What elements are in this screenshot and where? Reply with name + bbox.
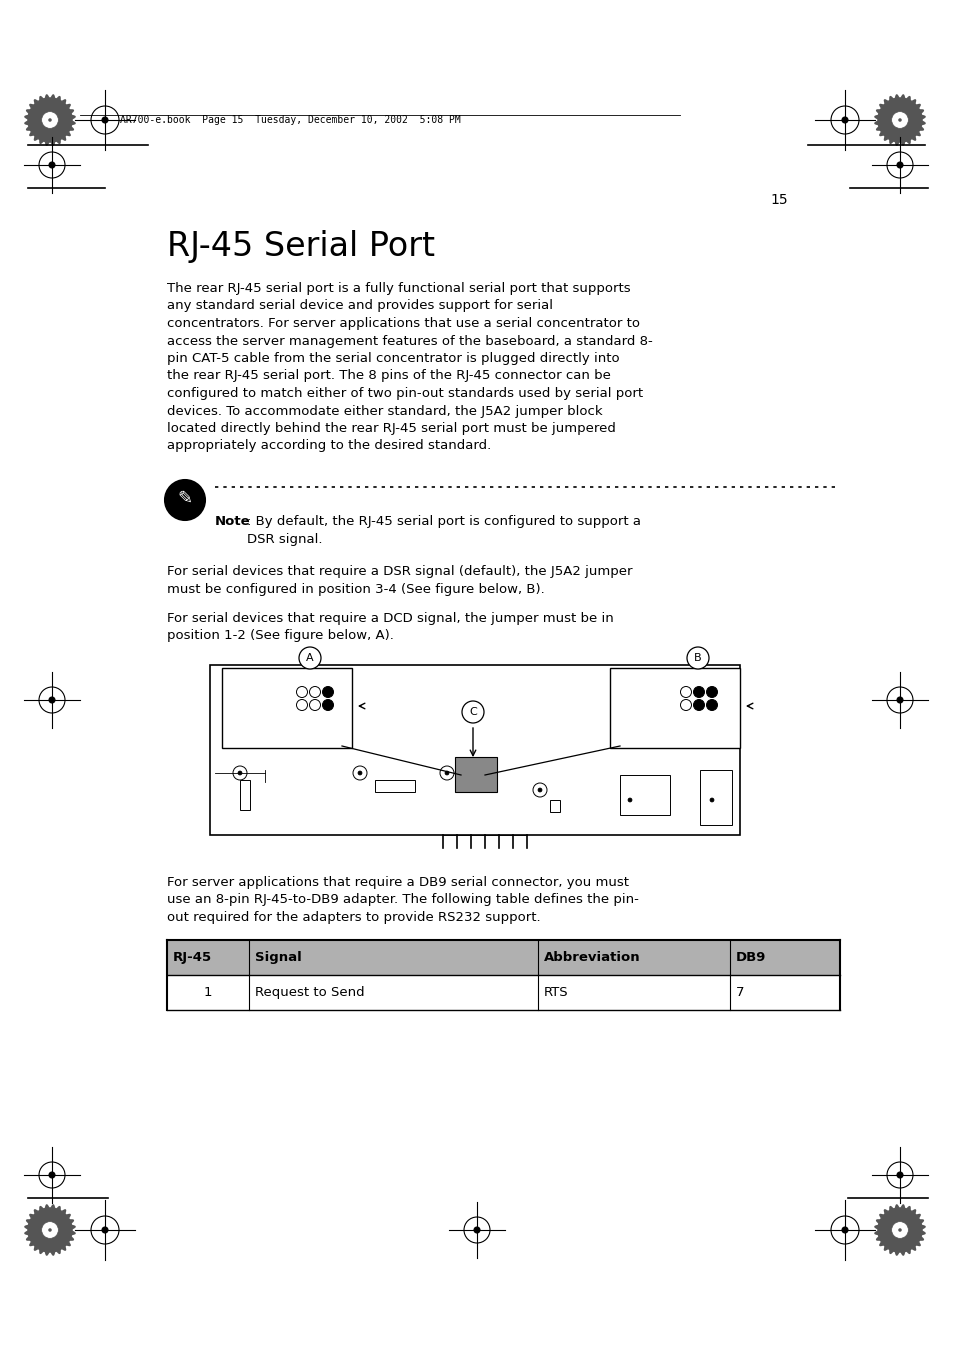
Text: A: A <box>306 653 314 663</box>
Circle shape <box>49 1228 51 1232</box>
Circle shape <box>102 118 108 123</box>
Circle shape <box>322 700 334 711</box>
Bar <box>167 940 839 975</box>
Circle shape <box>49 162 55 168</box>
Text: 5: 5 <box>700 676 706 684</box>
Circle shape <box>679 700 691 711</box>
Polygon shape <box>25 95 75 145</box>
Circle shape <box>693 700 703 711</box>
Bar <box>550 800 559 812</box>
Text: Request to Send: Request to Send <box>255 986 365 998</box>
Text: 15: 15 <box>769 193 787 207</box>
Circle shape <box>891 112 907 128</box>
Circle shape <box>444 771 449 775</box>
Text: 2: 2 <box>709 713 714 721</box>
Text: B: B <box>694 653 701 663</box>
Circle shape <box>322 686 334 697</box>
Circle shape <box>49 697 55 703</box>
Text: DCD-DTR to Pin #7: DCD-DTR to Pin #7 <box>226 698 302 708</box>
Circle shape <box>679 686 691 697</box>
Polygon shape <box>874 1205 924 1255</box>
Text: 2: 2 <box>325 713 331 721</box>
Text: Note: Note <box>214 515 251 528</box>
Text: Abbreviation: Abbreviation <box>543 951 639 965</box>
Text: For serial devices that require a DSR signal (default), the J5A2 jumper
must be : For serial devices that require a DSR si… <box>167 565 632 596</box>
Circle shape <box>891 1221 907 1239</box>
Text: ✎: ✎ <box>177 490 193 508</box>
Circle shape <box>309 700 320 711</box>
Text: DB9: DB9 <box>735 951 765 965</box>
Circle shape <box>296 700 307 711</box>
Circle shape <box>841 118 847 123</box>
Text: 6: 6 <box>299 713 304 721</box>
Circle shape <box>896 697 902 703</box>
Text: RJ-45 Serial Port: RJ-45 Serial Port <box>167 230 435 263</box>
Circle shape <box>461 701 483 723</box>
Circle shape <box>709 798 713 802</box>
Circle shape <box>102 1227 108 1233</box>
Circle shape <box>237 771 242 775</box>
Circle shape <box>896 1173 902 1178</box>
Bar <box>210 665 740 835</box>
Text: DSR-DTR to Pin #7: DSR-DTR to Pin #7 <box>614 698 688 708</box>
Bar <box>222 667 352 748</box>
Bar <box>240 780 250 811</box>
Text: 5: 5 <box>314 676 320 684</box>
Text: RTS: RTS <box>543 986 568 998</box>
Text: Signal: Signal <box>255 951 302 965</box>
Text: 7: 7 <box>735 986 743 998</box>
Circle shape <box>537 788 541 792</box>
Bar <box>700 770 731 825</box>
Circle shape <box>693 686 703 697</box>
Circle shape <box>49 119 51 122</box>
Text: AR700-e.book  Page 15  Tuesday, December 10, 2002  5:08 PM: AR700-e.book Page 15 Tuesday, December 1… <box>120 115 460 126</box>
Circle shape <box>898 1228 901 1232</box>
Polygon shape <box>874 95 924 145</box>
Circle shape <box>49 1173 55 1178</box>
Bar <box>609 667 740 748</box>
Text: C: C <box>469 707 476 717</box>
Circle shape <box>357 771 361 775</box>
Circle shape <box>298 647 320 669</box>
Circle shape <box>627 798 631 802</box>
Text: 6: 6 <box>682 713 688 721</box>
Circle shape <box>896 162 902 168</box>
Text: RJ-45: RJ-45 <box>172 951 212 965</box>
Bar <box>619 775 669 815</box>
Circle shape <box>841 1227 847 1233</box>
Text: For serial devices that require a DCD signal, the jumper must be in
position 1-2: For serial devices that require a DCD si… <box>167 612 613 643</box>
Text: The rear RJ-45 serial port is a fully functional serial port that supports
any s: The rear RJ-45 serial port is a fully fu… <box>167 282 652 453</box>
Circle shape <box>898 119 901 122</box>
Circle shape <box>686 647 708 669</box>
Text: : By default, the RJ-45 serial port is configured to support a
DSR signal.: : By default, the RJ-45 serial port is c… <box>247 515 640 546</box>
Circle shape <box>165 480 205 520</box>
Circle shape <box>296 686 307 697</box>
Bar <box>455 757 497 792</box>
Polygon shape <box>25 1205 75 1255</box>
Text: For server applications that require a DB9 serial connector, you must
use an 8-p: For server applications that require a D… <box>167 875 639 924</box>
Circle shape <box>474 1227 479 1233</box>
Text: 1: 1 <box>204 986 213 998</box>
Circle shape <box>42 1221 58 1239</box>
Circle shape <box>706 700 717 711</box>
Bar <box>375 780 415 792</box>
Circle shape <box>42 112 58 128</box>
Circle shape <box>309 686 320 697</box>
Circle shape <box>706 686 717 697</box>
